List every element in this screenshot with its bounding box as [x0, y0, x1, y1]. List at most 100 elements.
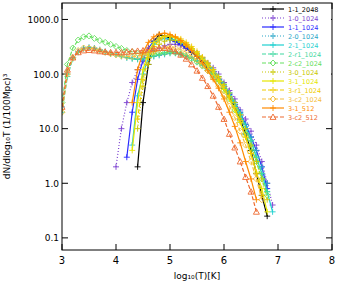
legend-line — [262, 116, 284, 117]
series-marker — [172, 34, 178, 40]
x-tick-top — [116, 3, 117, 9]
series-marker — [129, 109, 135, 115]
series-marker — [167, 46, 173, 51]
legend-marker — [270, 114, 276, 119]
x-tick-label: 4 — [113, 255, 119, 266]
x-tick-label: 6 — [221, 255, 227, 266]
series-marker — [156, 37, 162, 43]
series-marker — [210, 67, 216, 73]
series-marker — [226, 94, 232, 100]
series-marker — [216, 104, 222, 109]
series-marker — [178, 38, 184, 44]
series-marker — [86, 33, 92, 39]
series-marker — [135, 164, 141, 170]
series-marker — [226, 109, 232, 115]
series-marker — [216, 85, 222, 91]
series-marker — [178, 52, 184, 57]
y-tick — [62, 19, 68, 20]
series-line — [62, 47, 267, 183]
y-tick-right — [326, 183, 332, 184]
x-tick-label: 5 — [167, 255, 173, 266]
series-marker — [129, 49, 135, 55]
series-marker — [210, 76, 216, 82]
series-line — [62, 36, 267, 196]
series-marker — [243, 174, 249, 179]
y-tick — [62, 128, 68, 129]
series-marker — [253, 209, 259, 214]
legend-line — [262, 98, 284, 99]
series-marker — [183, 56, 189, 61]
series-marker — [248, 176, 254, 182]
series-marker — [167, 31, 173, 37]
series-marker — [194, 68, 200, 73]
legend-marker — [270, 15, 276, 21]
legend-label: 3-1_512 — [288, 105, 314, 113]
series-marker — [210, 67, 216, 73]
y-tick — [62, 183, 68, 184]
plot-area — [62, 30, 276, 219]
series-marker — [75, 49, 81, 54]
legend-bg — [260, 4, 331, 122]
legend-marker — [270, 24, 276, 30]
series-marker — [135, 67, 141, 73]
legend-marker — [270, 42, 276, 48]
series-marker — [145, 55, 151, 61]
series-marker — [156, 45, 162, 50]
series-marker — [64, 67, 70, 72]
series-marker — [156, 31, 162, 37]
series-marker — [226, 131, 232, 136]
series-marker — [189, 53, 195, 59]
series-marker — [253, 176, 259, 182]
series-marker — [91, 47, 97, 52]
x-tick — [116, 244, 117, 250]
series-marker — [243, 142, 249, 148]
series-marker — [81, 34, 87, 40]
legend-label: 1-0_1024 — [288, 15, 318, 23]
series-line — [62, 48, 256, 212]
series-marker — [183, 49, 189, 55]
legend-label: 2-1_1024 — [288, 42, 318, 50]
legend-label: 2-r1_1024 — [288, 51, 321, 59]
x-tick-top — [224, 3, 225, 9]
x-tick — [224, 244, 225, 250]
series-marker — [248, 159, 254, 165]
series-marker — [194, 53, 200, 59]
series-marker — [199, 54, 205, 60]
series-marker — [124, 154, 130, 160]
x-axis-label: log₁₀(T)[K] — [174, 271, 220, 281]
x-tick-label: 7 — [275, 255, 281, 266]
legend-label: 3-c2_1024 — [288, 96, 322, 104]
series-marker — [108, 49, 114, 54]
legend: 1-1_20481-0_10241-1_10242-0_10242-1_1024… — [260, 4, 331, 122]
series-marker — [135, 116, 141, 122]
series-marker — [199, 60, 205, 66]
y-tick-right — [326, 128, 332, 129]
series-marker — [205, 68, 211, 74]
legend-label: 1-1_1024 — [288, 24, 318, 32]
series-marker — [124, 47, 130, 53]
y-axis-label: dN/dlog₁₀T (1/100Mpc)³ — [2, 73, 12, 179]
y-tick — [62, 237, 68, 238]
series-marker — [232, 123, 238, 129]
y-tick-label: 10.0 — [39, 124, 59, 134]
legend-label: 3-0_1024 — [288, 69, 318, 77]
legend-marker — [270, 87, 276, 93]
legend-label: 2-0_1024 — [288, 33, 318, 41]
series-marker — [129, 100, 135, 106]
legend-label: 3-c2_512 — [288, 114, 318, 122]
series-marker — [232, 145, 238, 150]
legend-marker — [270, 33, 276, 39]
series-marker — [113, 164, 119, 170]
x-tick-label: 3 — [59, 255, 65, 266]
y-tick-label: 1000.0 — [28, 15, 60, 25]
series-line — [62, 47, 262, 199]
plot-frame — [62, 3, 332, 250]
series-marker — [118, 126, 124, 132]
series-marker — [221, 84, 227, 90]
series-marker — [183, 42, 189, 48]
legend-marker — [270, 6, 276, 12]
series-marker — [237, 128, 243, 134]
series-marker — [86, 47, 92, 52]
legend-marker — [270, 69, 276, 75]
series-line — [138, 35, 268, 216]
